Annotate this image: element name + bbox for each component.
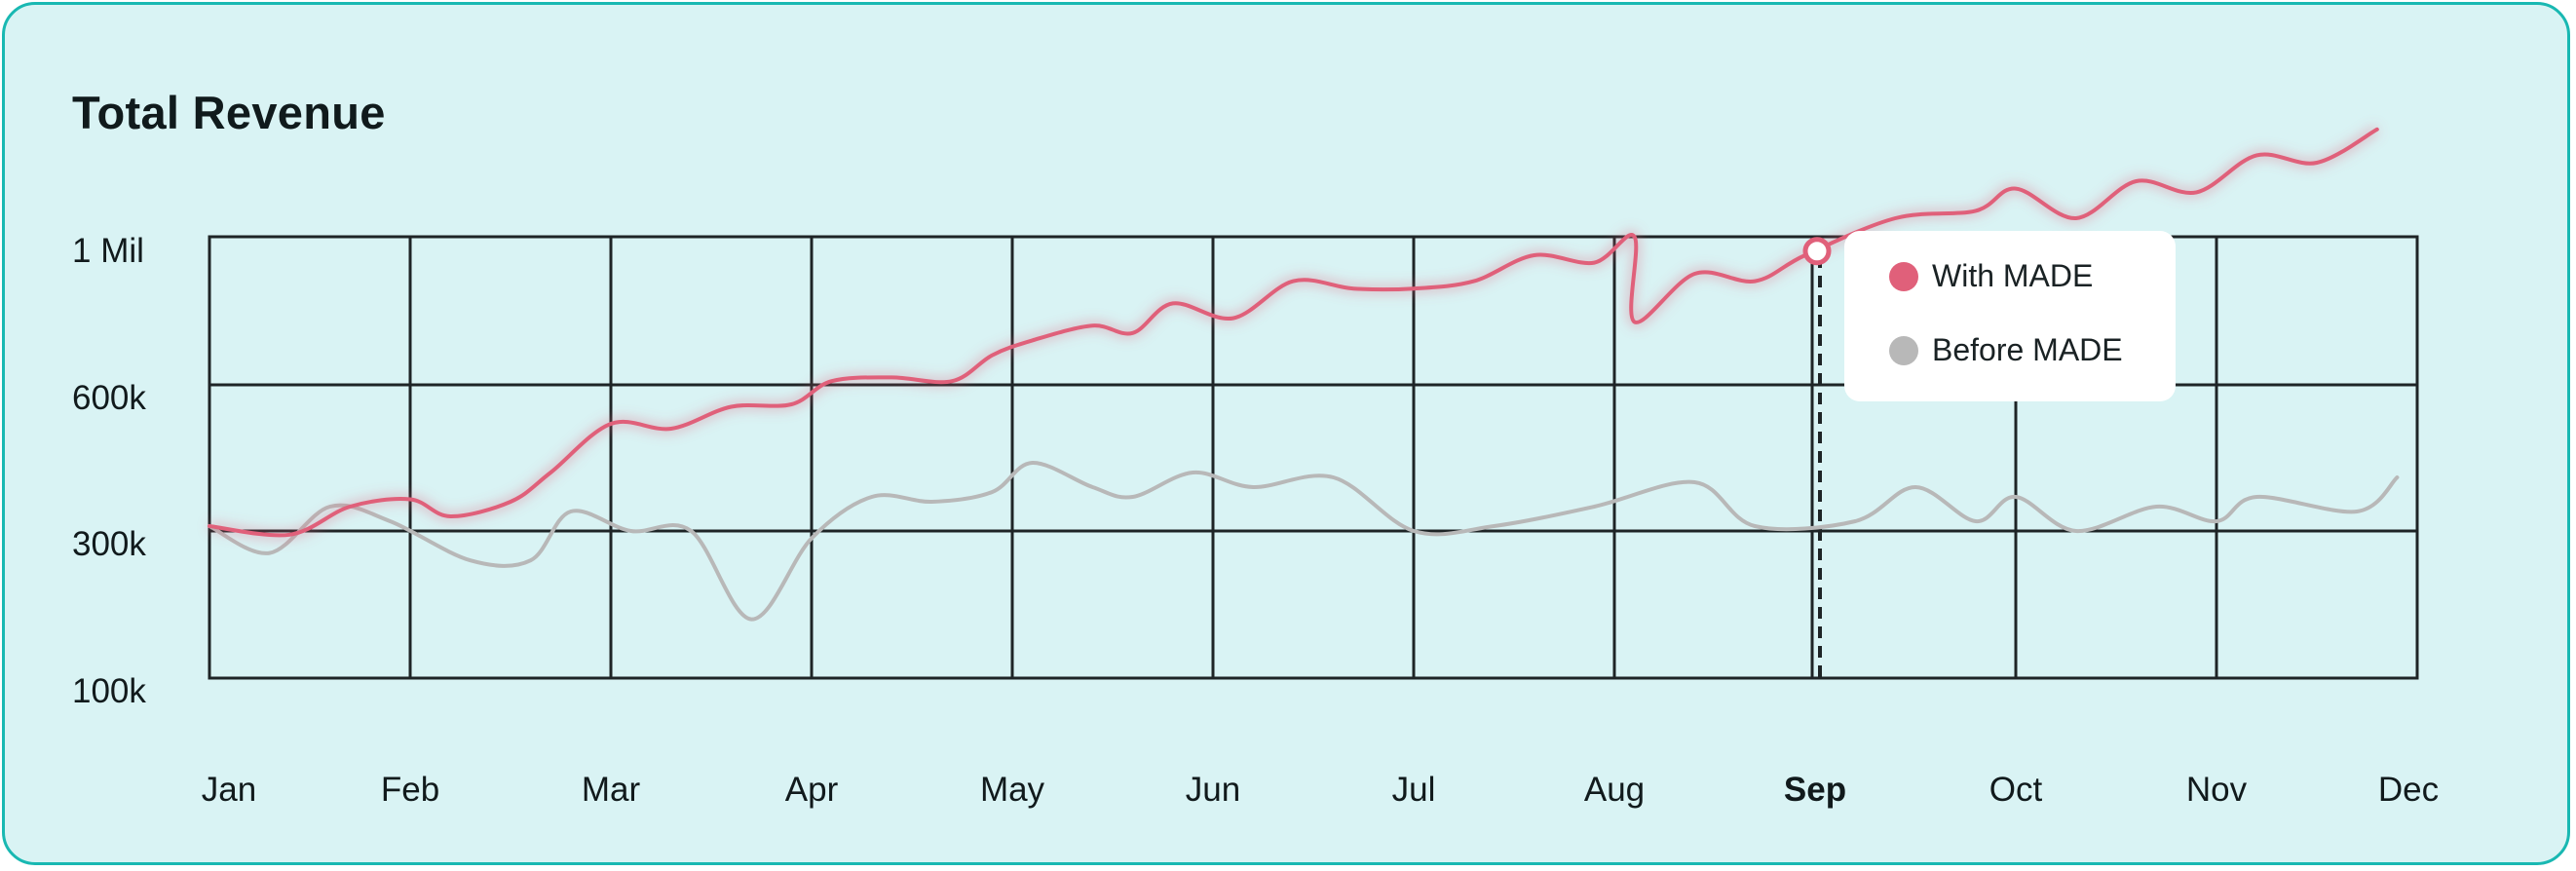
y-tick-label: 600k <box>72 379 146 417</box>
before-made-swatch <box>1889 335 1918 365</box>
x-tick-label: Dec <box>2378 771 2439 809</box>
y-tick-label: 100k <box>72 672 146 710</box>
legend-item-before-made: Before MADE <box>1889 332 2123 368</box>
x-tick-label: Mar <box>582 771 641 809</box>
x-axis: Jan Feb Mar Apr May Jun Jul Aug Sep Oct Nov Dec <box>202 771 2439 809</box>
grid <box>208 235 2419 680</box>
x-tick-label: Aug <box>1584 771 1645 809</box>
x-tick-label: Feb <box>381 771 439 809</box>
x-tick-label: May <box>980 771 1045 809</box>
chart-title: Total Revenue <box>72 87 386 138</box>
x-tick-label: Nov <box>2186 771 2248 809</box>
x-tick-label: Apr <box>785 771 839 809</box>
marker <box>1802 237 1832 266</box>
y-tick-label: 300k <box>72 525 146 563</box>
with-made-line <box>208 127 2379 538</box>
x-tick-label: Sep <box>1784 771 1846 809</box>
y-tick-label: 1 Mil <box>72 232 144 270</box>
legend-label-with-made: With MADE <box>1932 258 2094 293</box>
x-tick-label: Jan <box>202 771 256 809</box>
legend: With MADE Before MADE <box>1844 231 2176 401</box>
plot-frame <box>208 235 2419 680</box>
legend-item-with-made: With MADE <box>1889 258 2093 294</box>
before-made-line <box>208 460 2400 622</box>
series-lines <box>208 125 2400 622</box>
legend-label-before-made: Before MADE <box>1932 332 2123 367</box>
sep-marker-point <box>1802 237 1832 266</box>
x-tick-label: Jul <box>1392 771 1436 809</box>
y-axis: 1 Mil 600k 300k 100k <box>72 232 146 710</box>
x-tick-label: Oct <box>1989 771 2043 809</box>
with-made-swatch <box>1889 261 1918 291</box>
x-tick-label: Jun <box>1186 771 1240 809</box>
